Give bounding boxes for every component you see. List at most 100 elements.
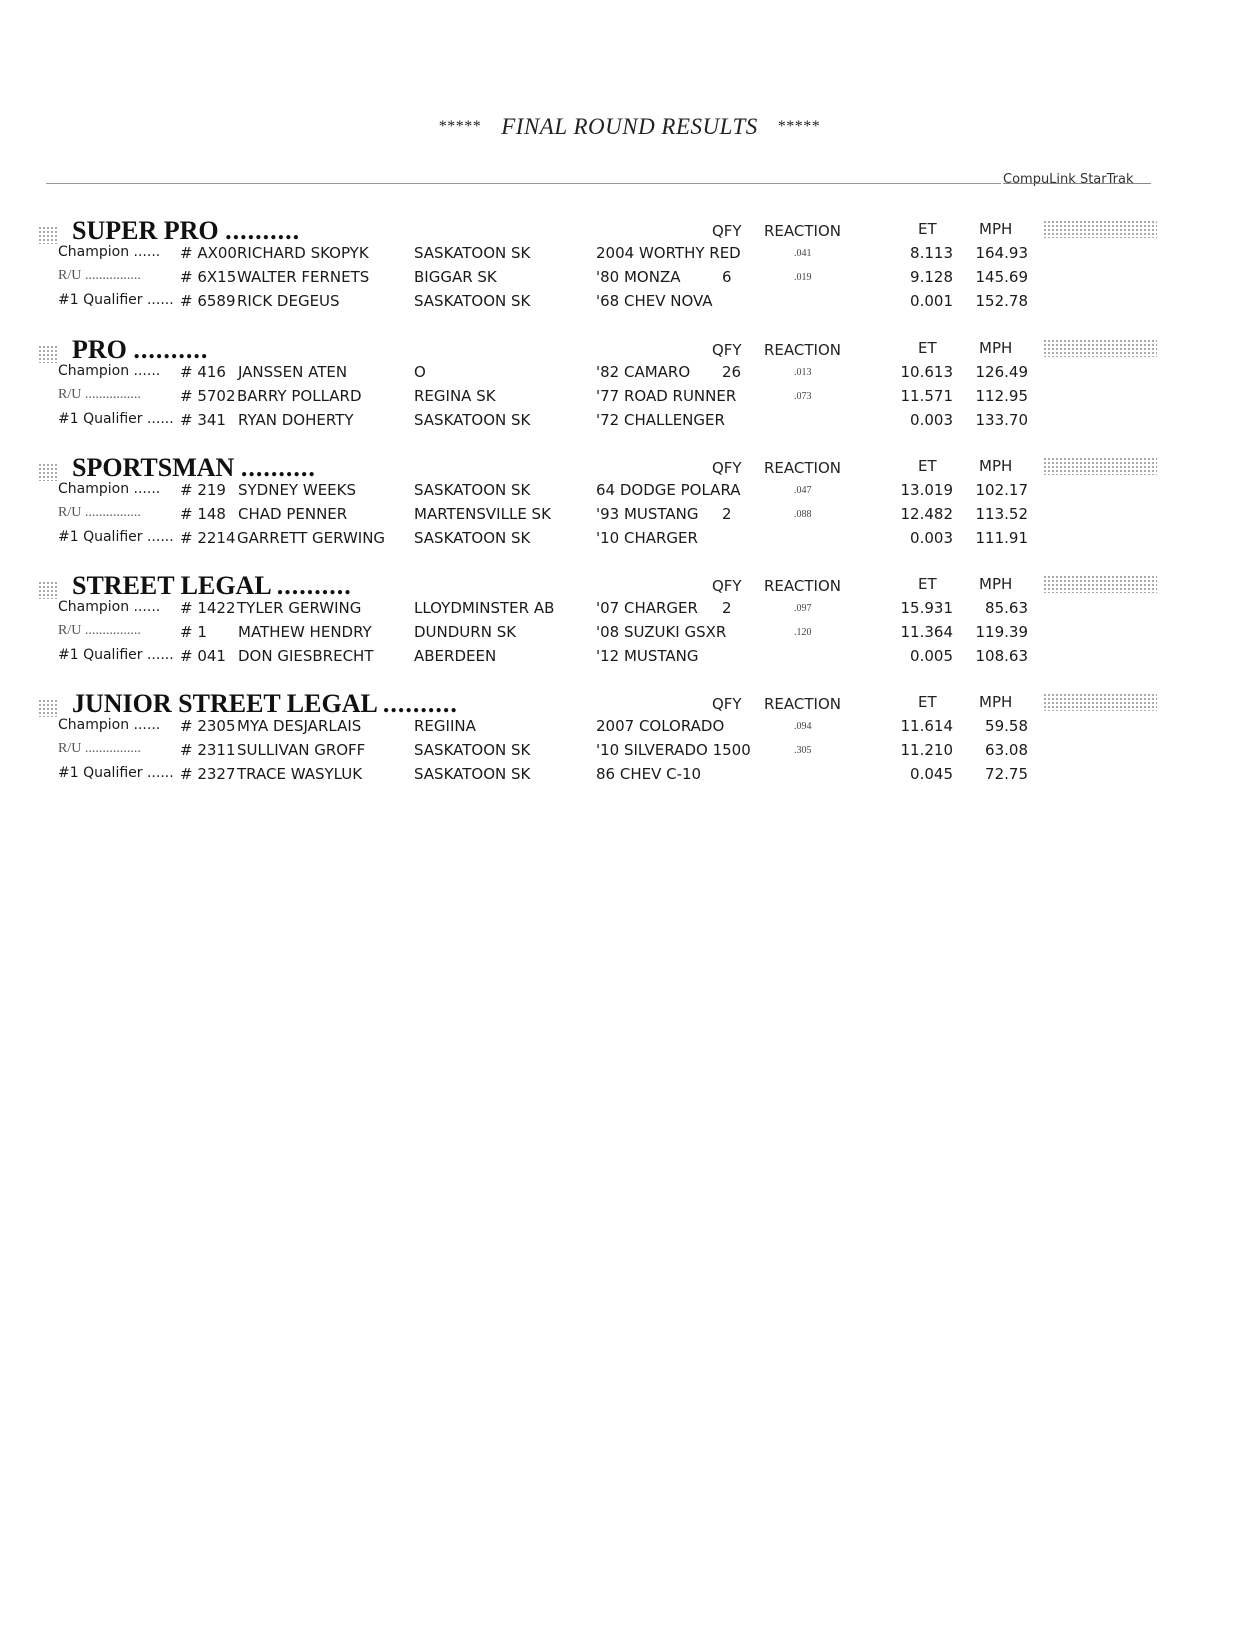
col-header-mph: MPH	[979, 339, 1013, 357]
speed-mph: 108.63	[975, 647, 1029, 665]
placing-label: R/U ................	[58, 741, 141, 756]
hometown: SASKATOON SK	[414, 292, 531, 310]
class-heading: STREET LEGAL ..........	[72, 571, 352, 601]
elapsed-time: 0.001	[910, 292, 953, 310]
speed-mph: 85.63	[985, 599, 1028, 617]
car-number: # 041	[180, 647, 226, 665]
placing-label: Champion ......	[58, 244, 161, 260]
driver-name: RICK DEGEUS	[237, 292, 340, 310]
class-heading: PRO ..........	[72, 335, 208, 365]
reaction-time: .041	[794, 248, 812, 259]
col-header-reaction: REACTION	[764, 577, 841, 595]
car-number: # 219	[180, 481, 226, 499]
vehicle: '77 ROAD RUNNER	[596, 387, 737, 405]
class-section: SPORTSMAN .......... QFY REACTION ET MPH Cham…	[0, 453, 1259, 553]
hometown: REGINA SK	[414, 387, 496, 405]
placing-label: #1 Qualifier ......	[58, 411, 174, 427]
elapsed-time: 13.019	[900, 481, 954, 499]
class-heading: SPORTSMAN ..........	[72, 453, 316, 483]
result-row: R/U ................ # 2311 SULLIVAN GROFF…	[0, 741, 1259, 763]
halftone-block	[1043, 457, 1157, 475]
class-section: STREET LEGAL .......... QFY REACTION ET MPH C…	[0, 571, 1259, 671]
elapsed-time: 0.045	[910, 765, 953, 783]
driver-name: TRACE WASYLUK	[237, 765, 363, 783]
driver-name: DON GIESBRECHT	[238, 647, 374, 665]
speed-mph: 126.49	[975, 363, 1029, 381]
car-number: # 2327	[180, 765, 236, 783]
result-row: R/U ................ # 6X15 WALTER FERNETS…	[0, 268, 1259, 290]
qualifying-position: 2	[722, 505, 732, 523]
speed-mph: 164.93	[975, 244, 1029, 262]
result-row: Champion ...... # 416 JANSSEN ATEN O '82 CAM…	[0, 363, 1259, 385]
result-row: R/U ................ # 1 MATHEW HENDRY DUND…	[0, 623, 1259, 645]
title-stars-left: *****	[438, 118, 482, 135]
placing-label: R/U ................	[58, 623, 141, 638]
col-header-et: ET	[918, 575, 937, 593]
result-row: Champion ...... # 219 SYDNEY WEEKS SASKATOO…	[0, 481, 1259, 503]
result-row: #1 Qualifier ...... # 2327 TRACE WASYLUK SA…	[0, 765, 1259, 787]
speed-mph: 112.95	[975, 387, 1029, 405]
placing-label: Champion ......	[58, 717, 161, 733]
col-header-et: ET	[918, 220, 937, 238]
halftone-block	[1043, 339, 1157, 357]
car-number: # AX00	[180, 244, 237, 262]
col-header-qfy: QFY	[712, 222, 742, 240]
result-row: Champion ...... # 1422 TYLER GERWING LLOYDM…	[0, 599, 1259, 621]
class-name: JUNIOR STREET LEGAL	[72, 689, 377, 718]
car-number: # 1422	[180, 599, 236, 617]
vehicle: 2004 WORTHY RED	[596, 244, 741, 262]
qualifying-position: 26	[722, 363, 742, 381]
elapsed-time: 12.482	[900, 505, 954, 523]
hometown: ABERDEEN	[414, 647, 497, 665]
hometown: SASKATOON SK	[414, 244, 531, 262]
vehicle: '10 CHARGER	[596, 529, 698, 547]
col-header-mph: MPH	[979, 220, 1013, 238]
car-number: # 6X15	[180, 268, 237, 286]
brand-label: CompuLink StarTrak	[1003, 172, 1134, 187]
col-header-reaction: REACTION	[764, 695, 841, 713]
speed-mph: 111.91	[975, 529, 1029, 547]
col-header-et: ET	[918, 457, 937, 475]
vehicle: '72 CHALLENGER	[596, 411, 725, 429]
car-number: # 2311	[180, 741, 236, 759]
halftone-bullet-icon	[38, 581, 58, 599]
result-row: #1 Qualifier ...... # 341 RYAN DOHERTY SASK…	[0, 411, 1259, 433]
elapsed-time: 0.003	[910, 529, 953, 547]
result-row: R/U ................ # 148 CHAD PENNER MART…	[0, 505, 1259, 527]
col-header-qfy: QFY	[712, 577, 742, 595]
result-row: R/U ................ # 5702 BARRY POLLARD R…	[0, 387, 1259, 409]
class-leader-dots: ..........	[133, 335, 209, 364]
hometown: SASKATOON SK	[414, 481, 531, 499]
hometown: SASKATOON SK	[414, 529, 531, 547]
col-header-reaction: REACTION	[764, 222, 841, 240]
car-number: # 6589	[180, 292, 236, 310]
qualifying-position: 2	[722, 599, 732, 617]
col-header-reaction: REACTION	[764, 459, 841, 477]
page-title: ***** FINAL ROUND RESULTS *****	[0, 114, 1259, 140]
class-leader-dots: ..........	[276, 571, 352, 600]
car-number: # 148	[180, 505, 226, 523]
class-leader-dots: ..........	[382, 689, 458, 718]
qualifying-position: 6	[722, 268, 732, 286]
hometown: DUNDURN SK	[414, 623, 517, 641]
placing-label: R/U ................	[58, 387, 141, 402]
elapsed-time: 8.113	[910, 244, 953, 262]
header-rule	[46, 183, 1001, 184]
speed-mph: 152.78	[975, 292, 1029, 310]
vehicle: '12 MUSTANG	[596, 647, 699, 665]
elapsed-time: 10.613	[900, 363, 954, 381]
driver-name: RYAN DOHERTY	[238, 411, 354, 429]
hometown: O	[414, 363, 426, 381]
halftone-block	[1043, 693, 1157, 711]
result-row: #1 Qualifier ...... # 041 DON GIESBRECHT AB…	[0, 647, 1259, 669]
elapsed-time: 0.005	[910, 647, 953, 665]
placing-label: Champion ......	[58, 363, 161, 379]
class-heading: SUPER PRO ..........	[72, 216, 300, 246]
driver-name: TYLER GERWING	[237, 599, 362, 617]
driver-name: BARRY POLLARD	[237, 387, 362, 405]
hometown: MARTENSVILLE SK	[414, 505, 551, 523]
speed-mph: 133.70	[975, 411, 1029, 429]
vehicle: 2007 COLORADO	[596, 717, 725, 735]
placing-label: R/U ................	[58, 268, 141, 283]
car-number: # 2214	[180, 529, 236, 547]
